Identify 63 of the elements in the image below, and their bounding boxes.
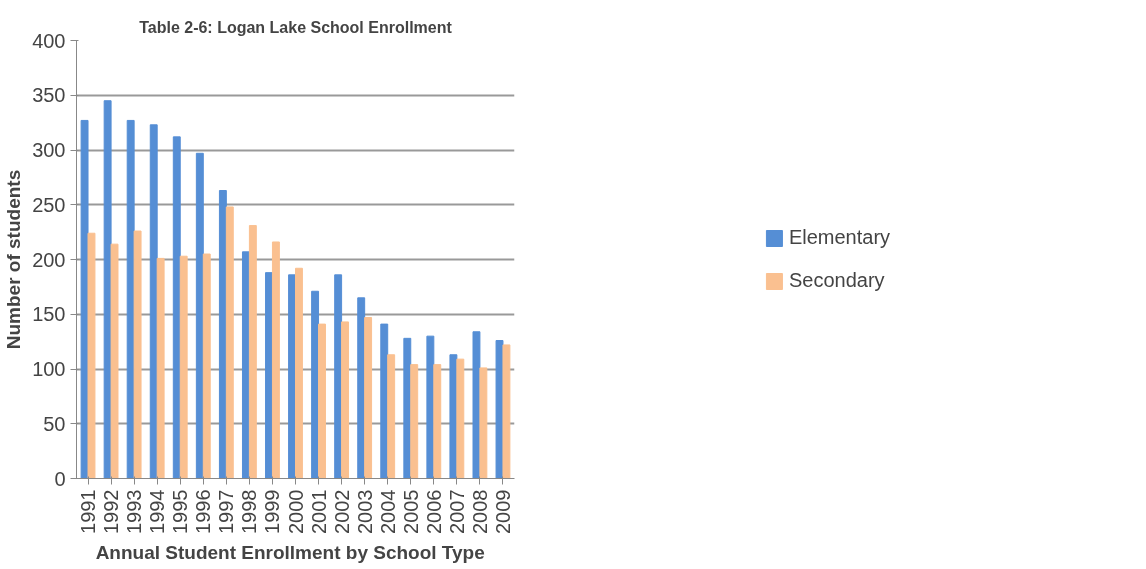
x-tick-label: 1992 — [100, 489, 123, 534]
bar — [271, 241, 280, 479]
bar — [364, 317, 373, 479]
x-tick-label: 2007 — [445, 489, 468, 534]
y-tick-label: 400 — [32, 29, 66, 52]
x-tick-label: 1995 — [169, 489, 192, 534]
bar — [225, 206, 234, 479]
bar — [110, 243, 119, 479]
y-tick-label: 100 — [32, 358, 66, 380]
bar — [479, 367, 488, 479]
chart-title: Table 2-6: Logan Lake School Enrollment — [139, 18, 453, 36]
bar — [357, 297, 366, 479]
x-tick-label: 1996 — [192, 489, 215, 534]
bar — [410, 364, 419, 479]
y-tick-label: 300 — [32, 139, 66, 161]
y-tick-label: 200 — [32, 248, 66, 271]
x-tick-label: 2003 — [353, 489, 376, 534]
y-tick-label: 150 — [32, 303, 66, 326]
bar — [380, 323, 389, 479]
bar — [403, 337, 412, 479]
x-axis-title: Annual Student Enrollment by School Type — [95, 541, 485, 563]
bar — [502, 344, 511, 479]
x-tick-label: 1993 — [123, 489, 146, 534]
bar — [133, 230, 142, 479]
legend-label: Elementary — [788, 226, 891, 249]
x-tick-label: 1998 — [238, 489, 261, 534]
x-tick-label: 2004 — [376, 489, 399, 534]
bar — [318, 323, 326, 479]
bar — [80, 119, 89, 479]
bar — [156, 257, 165, 479]
bar — [426, 335, 435, 479]
x-tick-label: 1999 — [261, 489, 284, 534]
x-tick-label: 2000 — [284, 489, 307, 534]
bar — [334, 274, 343, 479]
x-tick-label: 2002 — [330, 489, 353, 534]
x-tick-label: 2005 — [399, 489, 422, 534]
x-tick-label: 2009 — [491, 489, 514, 534]
y-tick-label: 0 — [54, 467, 66, 490]
x-tick-label: 1991 — [77, 489, 100, 534]
bar — [248, 225, 257, 479]
bar — [387, 354, 396, 479]
y-tick-label: 350 — [32, 84, 66, 107]
bar — [87, 232, 96, 479]
bar — [202, 253, 211, 479]
bar — [172, 136, 181, 479]
bar — [179, 255, 188, 479]
bar — [195, 152, 204, 479]
bar — [311, 290, 320, 479]
x-tick-label: 1994 — [146, 489, 169, 534]
y-axis-title: Number of students — [3, 169, 25, 350]
bar — [149, 124, 158, 479]
x-tick-label: 2008 — [468, 489, 491, 534]
y-tick-label: 50 — [43, 412, 66, 435]
x-tick-label: 2006 — [422, 489, 445, 534]
bar — [456, 358, 465, 479]
bar — [472, 331, 481, 479]
x-tick-label: 1997 — [215, 489, 238, 534]
bar — [341, 321, 350, 479]
bar — [433, 364, 442, 479]
bar — [295, 267, 303, 479]
x-tick-label: 2001 — [307, 489, 330, 534]
legend-label: Secondary — [788, 269, 885, 292]
y-tick-label: 250 — [32, 193, 66, 216]
